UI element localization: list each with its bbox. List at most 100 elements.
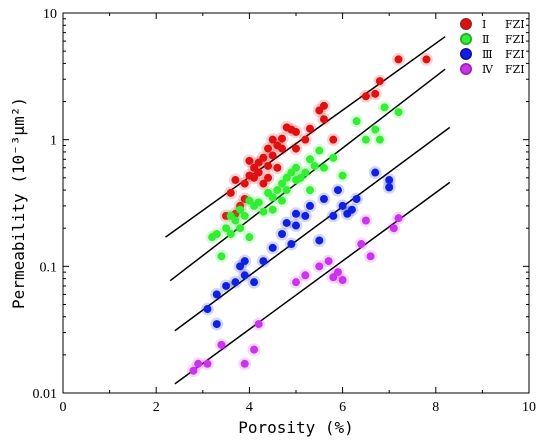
data-point (385, 183, 394, 192)
data-point (236, 262, 245, 271)
data-point (189, 366, 198, 375)
data-point (268, 151, 277, 160)
data-point (301, 211, 310, 220)
data-point (264, 173, 273, 182)
data-point (259, 207, 268, 216)
y-axis-label: Permeability (10⁻³μm²) (9, 97, 28, 309)
trend-line (174, 181, 451, 385)
x-tick-label: 4 (246, 400, 253, 415)
data-point (217, 252, 226, 261)
data-point (319, 115, 328, 124)
data-point (264, 144, 273, 153)
data-point (240, 179, 249, 188)
data-point (422, 55, 431, 64)
data-point (236, 205, 245, 214)
data-point (226, 229, 235, 238)
data-point (236, 224, 245, 233)
legend-series-suffix: FZI (505, 18, 525, 31)
data-point (352, 195, 361, 204)
data-point (338, 201, 347, 210)
data-point (231, 278, 240, 287)
data-point (278, 144, 287, 153)
x-tick-label: 2 (153, 400, 160, 415)
legend-marker-fill (461, 34, 471, 44)
data-point (394, 55, 403, 64)
data-point (268, 205, 277, 214)
y-tick-label: 0.1 (40, 260, 58, 275)
data-point (282, 218, 291, 227)
data-point (296, 173, 305, 182)
data-point (333, 268, 342, 277)
data-point (319, 163, 328, 172)
data-point (268, 243, 277, 252)
data-point (389, 224, 398, 233)
data-point (203, 359, 212, 368)
data-point (347, 205, 356, 214)
x-axis-label: Porosity (%) (238, 418, 354, 437)
data-point (338, 171, 347, 180)
data-point (222, 281, 231, 290)
data-point (268, 135, 277, 144)
data-point (292, 163, 300, 172)
data-point (385, 176, 394, 185)
legend-series-suffix: FZI (505, 33, 525, 46)
data-point (394, 108, 403, 117)
data-point (329, 273, 338, 282)
data-point (278, 179, 287, 188)
data-point (338, 276, 347, 285)
legend-series-name: Ⅳ (482, 63, 494, 76)
data-point (361, 216, 370, 225)
data-point (245, 156, 254, 165)
data-point (301, 271, 310, 280)
data-point (212, 320, 221, 329)
y-tick-label: 1 (50, 134, 57, 149)
data-point (329, 135, 338, 144)
data-point (292, 209, 300, 218)
data-point (319, 101, 328, 110)
data-point (278, 196, 287, 205)
data-point (305, 124, 314, 133)
trend-line (174, 126, 451, 332)
legend-marker-fill (461, 19, 471, 29)
x-tick-label: 8 (432, 400, 439, 415)
tick-marks (62, 13, 530, 394)
data-point (287, 240, 296, 249)
legend-series-name: Ⅲ (482, 48, 493, 61)
data-point (268, 193, 277, 202)
legend-marker-fill (461, 64, 471, 74)
data-point (292, 144, 300, 153)
data-point (380, 103, 389, 112)
data-point (324, 257, 333, 266)
x-tick-label: 10 (522, 400, 536, 415)
data-point (366, 252, 375, 261)
data-point (273, 186, 282, 195)
data-point (226, 188, 235, 197)
data-point (319, 195, 328, 204)
data-point (371, 125, 380, 134)
data-point (352, 117, 361, 126)
data-points (186, 52, 433, 378)
data-point (245, 233, 254, 242)
data-point (329, 211, 338, 220)
data-point (231, 176, 240, 185)
data-point (282, 186, 291, 195)
legend-series-name: Ⅱ (482, 33, 489, 46)
data-point (259, 179, 268, 188)
data-point (240, 359, 249, 368)
data-point (240, 257, 249, 266)
tick-labels: 0 2 4 6 8 10 0.01 0.1 1 10 (33, 7, 537, 415)
data-point (361, 135, 370, 144)
data-point (231, 216, 240, 225)
x-tick-label: 6 (339, 400, 346, 415)
data-point (371, 168, 380, 177)
data-point (371, 89, 380, 98)
legend-series-name: Ⅰ (482, 18, 486, 31)
data-point (292, 278, 300, 287)
data-point (329, 153, 338, 162)
data-point (305, 201, 314, 210)
data-point (222, 224, 231, 233)
y-tick-label: 10 (43, 7, 57, 22)
data-point (375, 135, 384, 144)
legend-series-suffix: FZI (505, 48, 525, 61)
